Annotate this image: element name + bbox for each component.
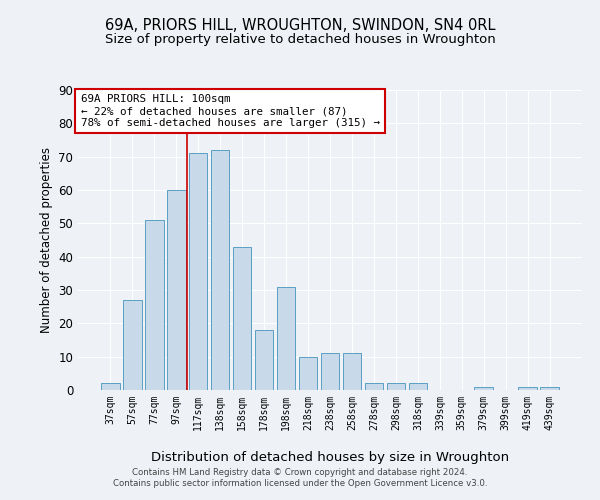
Y-axis label: Number of detached properties: Number of detached properties — [40, 147, 53, 333]
Bar — [145, 220, 164, 390]
Bar — [233, 246, 251, 390]
Bar — [299, 356, 317, 390]
Text: Contains HM Land Registry data © Crown copyright and database right 2024.
Contai: Contains HM Land Registry data © Crown c… — [113, 468, 487, 487]
Bar — [211, 150, 229, 390]
Bar — [101, 384, 119, 390]
Bar — [277, 286, 295, 390]
Bar — [189, 154, 208, 390]
Bar — [123, 300, 142, 390]
Bar — [343, 354, 361, 390]
Bar — [541, 386, 559, 390]
Bar — [386, 384, 405, 390]
Text: Distribution of detached houses by size in Wroughton: Distribution of detached houses by size … — [151, 451, 509, 464]
Bar — [409, 384, 427, 390]
Bar — [365, 384, 383, 390]
Bar — [167, 190, 185, 390]
Text: Size of property relative to detached houses in Wroughton: Size of property relative to detached ho… — [104, 32, 496, 46]
Text: 69A, PRIORS HILL, WROUGHTON, SWINDON, SN4 0RL: 69A, PRIORS HILL, WROUGHTON, SWINDON, SN… — [105, 18, 495, 32]
Text: 69A PRIORS HILL: 100sqm
← 22% of detached houses are smaller (87)
78% of semi-de: 69A PRIORS HILL: 100sqm ← 22% of detache… — [80, 94, 380, 128]
Bar — [475, 386, 493, 390]
Bar — [320, 354, 340, 390]
Bar — [255, 330, 274, 390]
Bar — [518, 386, 537, 390]
